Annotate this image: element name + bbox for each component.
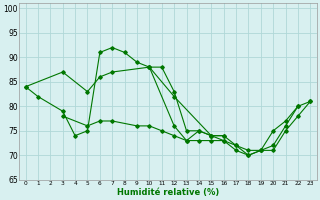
X-axis label: Humidité relative (%): Humidité relative (%) <box>117 188 219 197</box>
